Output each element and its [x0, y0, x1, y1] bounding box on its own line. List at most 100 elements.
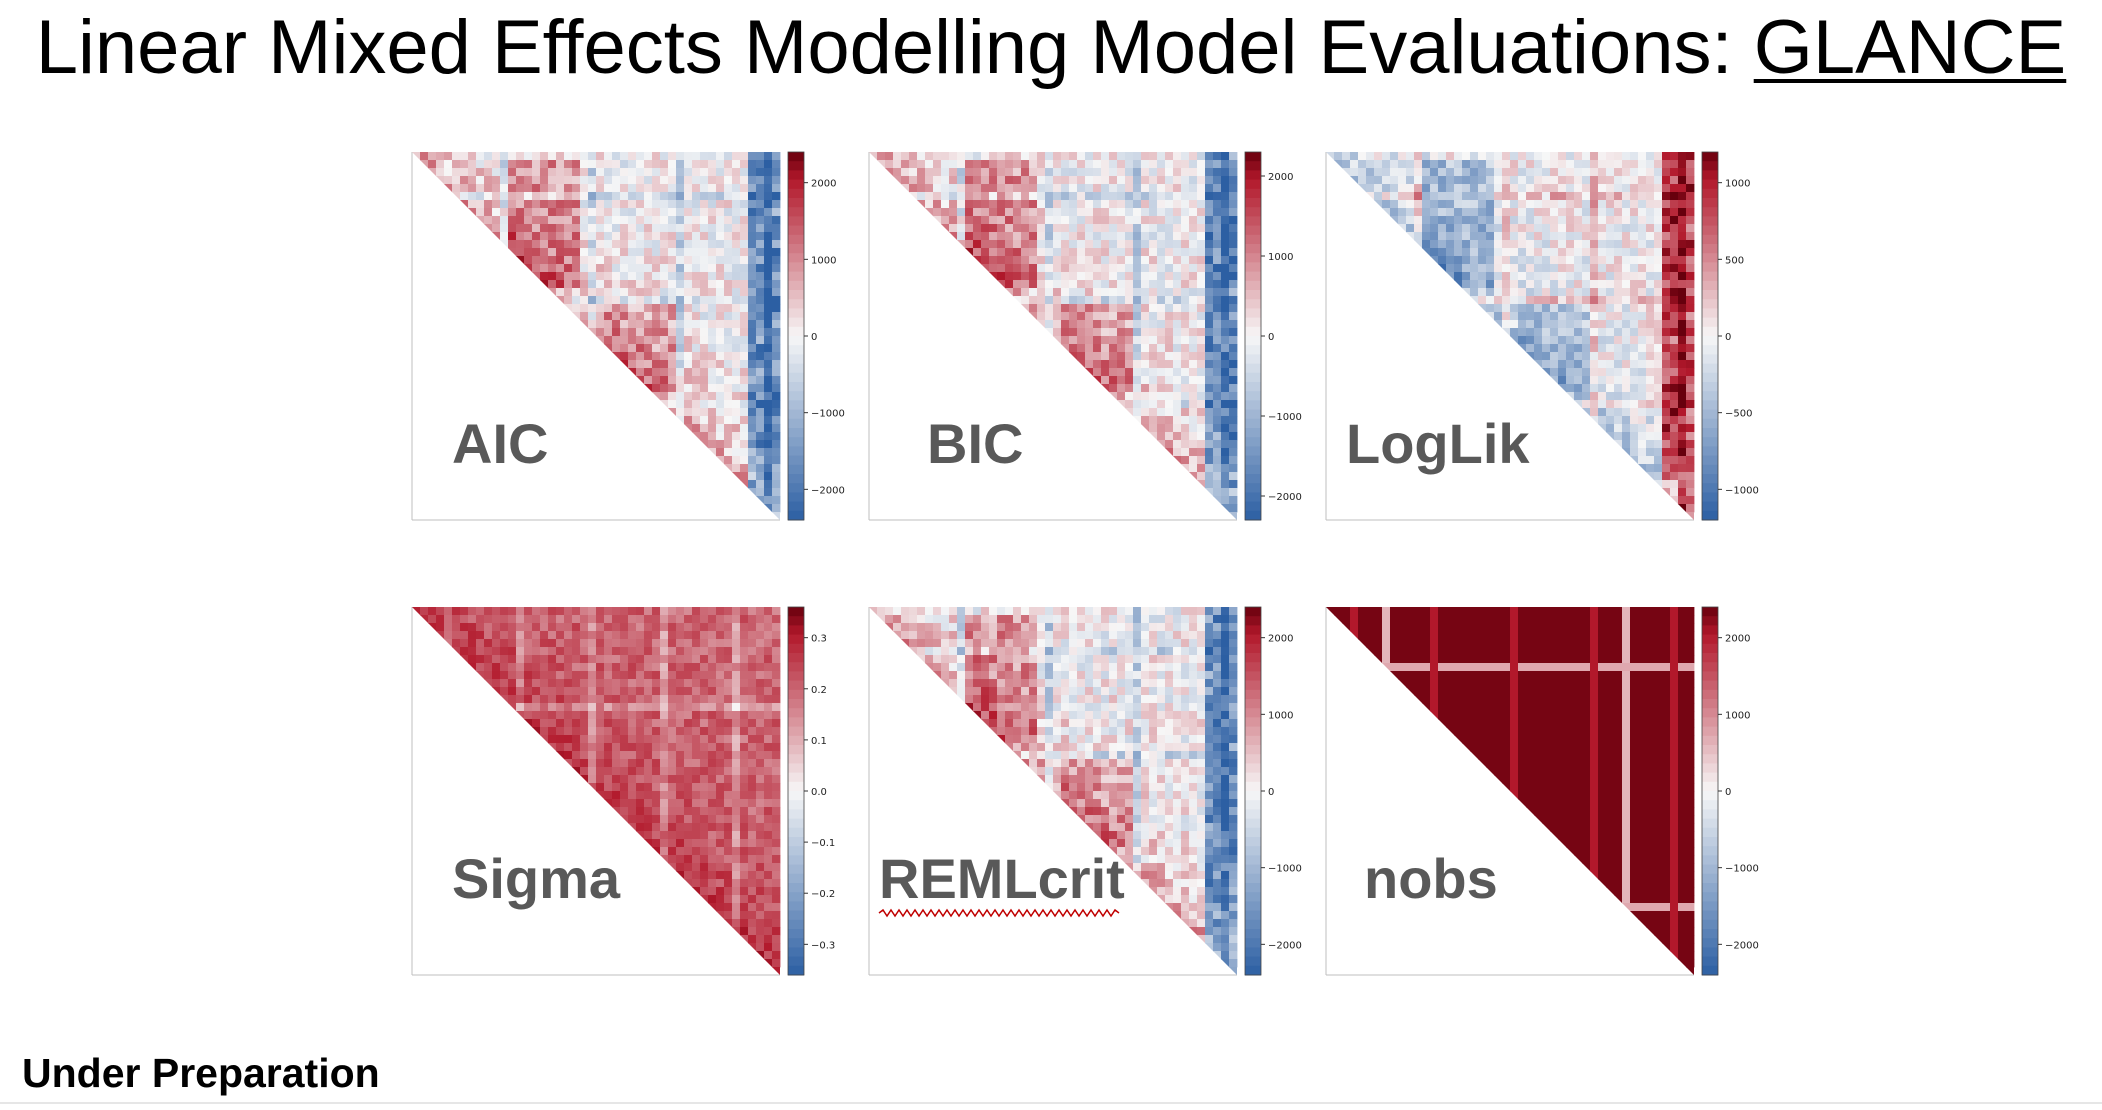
heatmap-cell [1165, 280, 1174, 289]
heatmap-cell [700, 280, 709, 289]
heatmap-cell [1173, 416, 1182, 425]
heatmap-cell [596, 623, 605, 632]
heatmap-cell [724, 895, 733, 904]
heatmap-cell [716, 911, 724, 919]
heatmap-cell [692, 687, 701, 696]
heatmap-cell [1654, 408, 1663, 417]
heatmap-cell [1606, 232, 1615, 241]
heatmap-cell [1662, 480, 1671, 489]
heatmap-cell [1069, 639, 1078, 648]
heatmap-cell [732, 432, 741, 441]
colorbar-segment [788, 634, 804, 645]
heatmap-cell [1662, 336, 1671, 345]
heatmap-cell [556, 192, 565, 201]
heatmap-cell [1606, 208, 1615, 217]
heatmap-cell [756, 208, 765, 217]
heatmap-cell [1654, 264, 1663, 273]
heatmap-cell [612, 671, 621, 680]
heatmap-cell [748, 823, 757, 832]
heatmap-cell [756, 743, 765, 752]
heatmap-cell [668, 655, 677, 664]
heatmap-cell [1670, 496, 1678, 504]
heatmap-cell [1125, 336, 1134, 345]
heatmap-cell [1133, 647, 1142, 656]
heatmap-cell [1205, 623, 1214, 632]
heatmap-cell [748, 352, 757, 361]
heatmap-cell [668, 711, 677, 720]
heatmap-cell [708, 200, 717, 209]
heatmap-cell [572, 176, 581, 185]
heatmap-cell [644, 152, 653, 161]
heatmap-cell [732, 703, 741, 712]
heatmap-cell [756, 791, 765, 800]
heatmap-cell [644, 312, 653, 321]
heatmap-cell [1454, 176, 1463, 185]
heatmap-cell [941, 160, 950, 169]
heatmap-cell [524, 168, 533, 177]
heatmap-cell [1021, 647, 1030, 656]
heatmap-cell [1029, 631, 1038, 640]
colorbar-segment [1245, 225, 1261, 236]
heatmap-cell [1678, 336, 1687, 345]
heatmap-cell [965, 679, 974, 688]
heatmap-cell [1221, 160, 1230, 169]
heatmap-cell [1157, 240, 1166, 249]
heatmap-cell [1045, 240, 1054, 249]
heatmap-cell [1598, 192, 1607, 201]
heatmap-cell [1077, 168, 1086, 177]
heatmap-cell [636, 727, 645, 736]
title-link-glance[interactable]: GLANCE [1753, 5, 2067, 90]
heatmap-cell [1197, 272, 1206, 281]
heatmap-cell [1181, 631, 1190, 640]
heatmap-cell [1037, 272, 1046, 281]
heatmap-cell [772, 152, 781, 161]
heatmap-cell [893, 615, 902, 624]
heatmap-cell [1670, 472, 1679, 481]
heatmap-cell [1670, 152, 1679, 161]
heatmap-cell [500, 695, 508, 703]
heatmap-cell [1013, 216, 1022, 225]
heatmap-cell [1662, 456, 1671, 465]
heatmap-cell [668, 631, 677, 640]
heatmap-cell [524, 208, 533, 217]
heatmap-cell [1550, 184, 1559, 193]
heatmap-cell [877, 152, 886, 161]
heatmap-cell [1566, 368, 1575, 377]
heatmap-cell [684, 663, 693, 672]
title-main-text: Linear Mixed Effects Modelling Model Eva… [35, 5, 1754, 90]
heatmap-cell [1438, 240, 1447, 249]
heatmap-cell [1494, 216, 1503, 225]
heatmap-cell [756, 847, 765, 856]
heatmap-cell [1141, 400, 1150, 409]
heatmap-cell [724, 631, 733, 640]
heatmap-cell [1197, 336, 1206, 345]
colorbar-segment [788, 418, 804, 429]
heatmap-cell [716, 711, 725, 720]
heatmap-cell [620, 272, 629, 281]
heatmap-cell [644, 743, 653, 752]
heatmap-cell [1093, 312, 1102, 321]
heatmap-cell [580, 160, 589, 169]
colorbar-segment [1702, 179, 1718, 190]
heatmap-cell [1422, 152, 1431, 161]
heatmap-cell [548, 272, 557, 281]
heatmap-cell [1173, 647, 1182, 656]
heatmap-cell [1534, 320, 1543, 329]
heatmap-cell [692, 392, 701, 401]
heatmap-cell [1534, 272, 1543, 281]
heatmap-cell [1189, 184, 1198, 193]
heatmap-cell [692, 631, 701, 640]
colorbar-segment [1245, 290, 1261, 300]
heatmap-cell [1229, 200, 1238, 209]
heatmap-cell [1430, 232, 1439, 241]
heatmap-cell [1205, 248, 1214, 257]
heatmap-cell [1662, 312, 1671, 321]
heatmap-cell [580, 775, 588, 783]
heatmap-cell [660, 312, 669, 321]
heatmap-cell [732, 655, 741, 664]
heatmap-cell [1125, 152, 1134, 161]
heatmap-cell [652, 615, 661, 624]
heatmap-cell [524, 695, 533, 704]
heatmap-cell [692, 647, 701, 656]
heatmap-cell [1173, 607, 1182, 616]
